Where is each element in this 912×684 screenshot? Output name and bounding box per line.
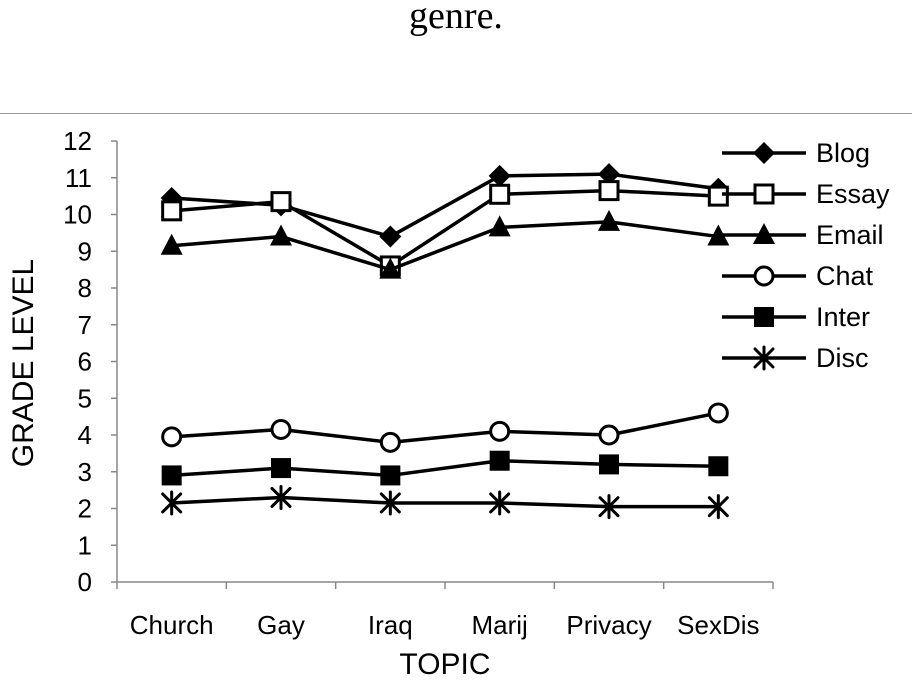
triangle-marker: [598, 209, 620, 231]
legend-item-email: Email: [722, 220, 884, 250]
triangle-marker: [753, 223, 775, 244]
series-essay: [161, 180, 729, 277]
asterisk-marker: [379, 490, 401, 516]
diamond-marker: [379, 225, 402, 248]
diamond-marker: [753, 142, 775, 164]
legend-label: Essay: [816, 179, 890, 209]
x-tick-label: Iraq: [368, 610, 413, 640]
square-marker: [489, 450, 510, 471]
diamond-marker: [598, 163, 620, 186]
divider-line: [0, 113, 912, 114]
square-marker: [380, 465, 401, 486]
x-tick-label: Gay: [257, 610, 305, 640]
series-line: [171, 411, 719, 445]
asterisk-marker: [753, 345, 775, 371]
x-tick-label: Privacy: [566, 610, 651, 640]
open-square-marker: [753, 183, 775, 205]
series-line: [171, 458, 719, 478]
square-marker: [754, 307, 774, 327]
open-circle-marker: [161, 426, 183, 448]
legend-label: Chat: [816, 261, 874, 291]
y-tick-label: 7: [78, 310, 92, 340]
asterisk-marker: [598, 494, 620, 520]
triangle-marker: [160, 233, 183, 255]
x-axis-title: TOPIC: [399, 648, 490, 681]
open-circle-marker: [379, 431, 401, 453]
y-tick-label: 10: [63, 200, 92, 230]
legend: Blog Essay Email Chat Inter Disc: [722, 138, 890, 373]
legend-label: Email: [816, 220, 884, 250]
y-tick-label: 6: [78, 347, 92, 377]
legend-label: Inter: [816, 302, 870, 332]
asterisk-marker: [161, 490, 183, 516]
legend-item-disc: Disc: [722, 343, 869, 373]
asterisk-marker: [489, 490, 511, 516]
open-circle-marker: [270, 418, 292, 440]
x-tick-label: Marij: [471, 610, 527, 640]
diamond-marker: [488, 164, 511, 187]
series-layer: [160, 163, 730, 520]
legend-item-essay: Essay: [722, 179, 890, 209]
legend-label: Blog: [816, 138, 870, 168]
square-marker: [708, 456, 729, 477]
series-line: [171, 188, 719, 268]
x-tick-label: SexDis: [677, 610, 759, 640]
open-square-marker: [598, 180, 620, 202]
series-chat: [161, 402, 729, 453]
triangle-marker: [379, 257, 402, 279]
y-tick-label: 0: [78, 567, 92, 597]
legend-label: Disc: [816, 343, 869, 373]
legend-item-chat: Chat: [722, 261, 874, 291]
y-tick-label: 4: [78, 420, 92, 450]
open-circle-marker: [707, 402, 729, 424]
y-tick-label: 12: [63, 126, 92, 156]
y-tick-label: 2: [78, 494, 92, 524]
series-disc: [161, 484, 729, 520]
asterisk-marker: [270, 484, 292, 510]
y-tick-label: 11: [65, 163, 92, 193]
caption: genre.: [409, 0, 503, 37]
series-line: [171, 495, 719, 509]
y-tick-label: 1: [78, 530, 92, 560]
legend-item-blog: Blog: [722, 138, 870, 168]
square-marker: [599, 454, 619, 475]
triangle-marker: [707, 224, 730, 246]
y-tick-label: 8: [78, 273, 92, 303]
open-square-marker: [489, 183, 511, 205]
asterisk-marker: [707, 494, 729, 520]
series-email: [160, 209, 730, 279]
open-square-marker: [270, 191, 292, 213]
open-square-marker: [707, 185, 729, 207]
y-tick-label: 5: [78, 383, 92, 413]
series-inter: [161, 450, 729, 486]
square-marker: [161, 465, 182, 486]
square-marker: [271, 458, 291, 479]
x-tick-label: Church: [130, 610, 214, 640]
open-square-marker: [161, 200, 183, 222]
y-axis-title: GRADE LEVEL: [7, 259, 40, 467]
open-circle-marker: [598, 424, 620, 446]
open-circle-marker: [489, 420, 511, 442]
series-line: [171, 220, 719, 272]
triangle-marker: [488, 215, 511, 237]
legend-item-inter: Inter: [722, 302, 870, 332]
triangle-marker: [270, 224, 292, 246]
y-tick-label: 3: [78, 457, 92, 487]
y-tick-label: 9: [78, 236, 92, 266]
open-circle-marker: [753, 265, 775, 287]
